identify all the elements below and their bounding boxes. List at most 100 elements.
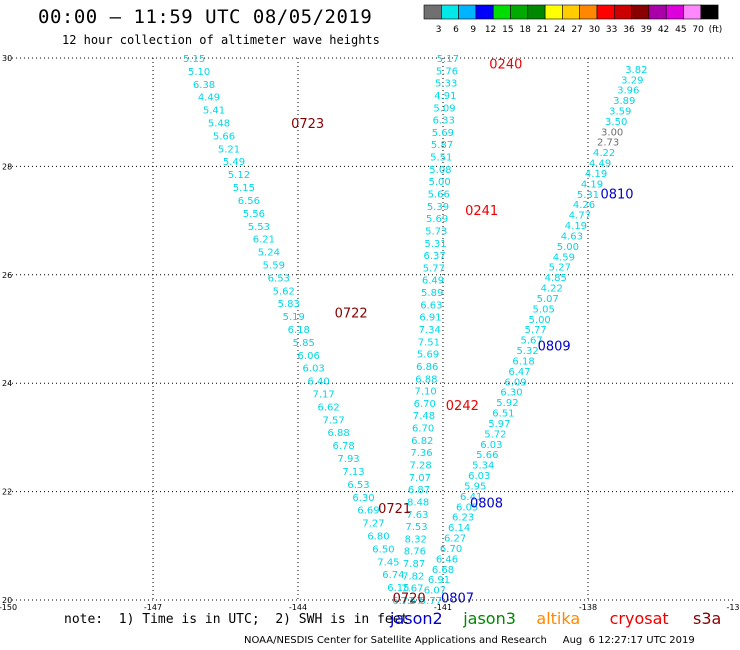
swh-value-label: 4.63 bbox=[561, 231, 583, 242]
swh-value-label: 5.51 bbox=[430, 153, 452, 164]
swh-value-label: 5.85 bbox=[293, 338, 315, 349]
swh-value-label: 7.63 bbox=[406, 510, 428, 521]
swh-value-label: 6.37 bbox=[424, 251, 446, 262]
swh-value-label: 5.87 bbox=[431, 140, 453, 151]
swh-value-label: 7.93 bbox=[337, 454, 359, 465]
colorbar-label: 39 bbox=[641, 25, 653, 34]
pass-time-label: 0722 bbox=[335, 307, 368, 322]
swh-value-label: 5.77 bbox=[525, 325, 547, 336]
swh-value-label: 7.45 bbox=[377, 557, 399, 568]
swh-value-label: 5.19 bbox=[283, 312, 305, 323]
swh-value-label: 5.41 bbox=[203, 106, 225, 117]
swh-value-label: 6.69 bbox=[357, 506, 379, 517]
swh-value-label: 6.03 bbox=[303, 364, 325, 375]
legend-s3a: s3a bbox=[693, 609, 722, 628]
x-tick-label: -141 bbox=[434, 603, 452, 612]
swh-value-label: 5.09 bbox=[433, 103, 455, 114]
swh-value-label: 5.56 bbox=[243, 209, 265, 220]
swh-value-label: 6.87 bbox=[408, 485, 430, 496]
swh-value-label: 6.62 bbox=[317, 402, 339, 413]
swh-value-label: 6.09 bbox=[504, 377, 526, 388]
swh-value-label: 5.77 bbox=[420, 596, 442, 607]
pass-time-label: 0810 bbox=[600, 188, 633, 203]
swh-value-label: 6.27 bbox=[444, 534, 466, 545]
swh-value-label: 6.50 bbox=[372, 544, 394, 555]
swh-value-label: 5.66 bbox=[213, 131, 235, 142]
swh-value-label: 3.89 bbox=[613, 96, 635, 107]
swh-value-label: 3.96 bbox=[617, 86, 639, 97]
colorbar-label: 36 bbox=[623, 25, 635, 34]
swh-value-label: 5.00 bbox=[428, 177, 450, 188]
swh-value-label: 6.91 bbox=[428, 575, 450, 586]
swh-value-label: 6.07 bbox=[424, 586, 446, 597]
swh-value-label: 5.49 bbox=[223, 157, 245, 168]
pass-time-label: 0242 bbox=[446, 399, 479, 414]
pass-time-label: 0723 bbox=[291, 117, 324, 132]
swh-value-label: 7.82 bbox=[402, 571, 424, 582]
y-tick-label: 22 bbox=[2, 488, 12, 497]
swh-value-label: 4.59 bbox=[553, 252, 575, 263]
swh-value-label: 6.05 bbox=[456, 502, 478, 513]
colorbar-label: 30 bbox=[589, 25, 601, 34]
swh-value-label: 6.46 bbox=[436, 554, 458, 565]
swh-value-label: 5.31 bbox=[577, 190, 599, 201]
swh-value-label: 3.29 bbox=[621, 75, 643, 86]
swh-value-label: 4.85 bbox=[545, 273, 567, 284]
swh-value-label: 5.15 bbox=[183, 54, 205, 65]
swh-values: 5.155.106.384.495.415.485.665.215.495.12… bbox=[183, 54, 648, 607]
y-tick-label: 30 bbox=[2, 54, 12, 63]
swh-value-label: 6.73 bbox=[392, 596, 414, 607]
swh-value-label: 6.88 bbox=[327, 428, 349, 439]
x-tick-label: -150 bbox=[0, 603, 17, 612]
swh-value-label: 6.70 bbox=[414, 399, 436, 410]
swh-value-label: 7.07 bbox=[409, 473, 431, 484]
swh-value-label: 5.92 bbox=[496, 398, 518, 409]
swh-value-label: 4.49 bbox=[589, 159, 611, 170]
swh-value-label: 5.10 bbox=[188, 67, 210, 78]
grid-lines bbox=[8, 57, 733, 601]
y-tick-label: 26 bbox=[2, 271, 12, 280]
swh-value-label: 5.12 bbox=[228, 170, 250, 181]
swh-value-label: 6.51 bbox=[492, 409, 514, 420]
swh-value-label: 7.57 bbox=[400, 596, 422, 607]
legend-jason3: jason3 bbox=[463, 609, 516, 628]
swh-value-label: 6.30 bbox=[500, 388, 522, 399]
swh-value-label: 7.17 bbox=[313, 390, 335, 401]
chart-subtitle: 12 hour collection of altimeter wave hei… bbox=[62, 33, 380, 47]
swh-value-label: 7.13 bbox=[342, 467, 364, 478]
swh-value-label: 4.22 bbox=[593, 148, 615, 159]
swh-value-label: 6.06 bbox=[298, 351, 320, 362]
colorbar-label: 27 bbox=[571, 25, 582, 34]
swh-value-label: 5.17 bbox=[437, 54, 459, 65]
swh-value-label: 4.19 bbox=[585, 169, 607, 180]
swh-value-label: 3.00 bbox=[601, 127, 623, 138]
swh-value-label: 4.26 bbox=[573, 200, 595, 211]
swh-value-label: 4.77 bbox=[569, 211, 591, 222]
pass-time-label: 0240 bbox=[489, 57, 522, 72]
swh-value-label: 3.82 bbox=[625, 65, 647, 76]
swh-value-label: 6.82 bbox=[411, 436, 433, 447]
pass-time-label: 0241 bbox=[465, 204, 498, 219]
swh-value-label: 6.47 bbox=[508, 367, 530, 378]
swh-value-label: 7.87 bbox=[403, 559, 425, 570]
x-tick-label: -13 bbox=[726, 603, 739, 612]
colorbar-label: 3 bbox=[436, 25, 442, 34]
swh-value-label: 5.53 bbox=[248, 222, 270, 233]
y-tick-label: 20 bbox=[2, 596, 12, 605]
swh-value-label: 6.41 bbox=[460, 492, 482, 503]
colorbar-label: 42 bbox=[658, 25, 669, 34]
swh-value-label: 6.86 bbox=[416, 362, 438, 373]
pass-time-label: 0721 bbox=[378, 502, 411, 517]
colorbar-label: 21 bbox=[537, 25, 548, 34]
colorbar-label: 33 bbox=[606, 25, 617, 34]
swh-value-label: 4.91 bbox=[434, 91, 456, 102]
swh-value-label: 6.18 bbox=[288, 325, 310, 336]
swh-value-label: 5.66 bbox=[476, 450, 498, 461]
swh-value-label: 6.33 bbox=[433, 116, 455, 127]
y-tick-label: 28 bbox=[2, 162, 12, 171]
pass-time-label: 0809 bbox=[538, 339, 571, 354]
colorbar-label: 45 bbox=[675, 25, 686, 34]
swh-value-label: 4.49 bbox=[198, 93, 220, 104]
swh-value-label: 5.69 bbox=[432, 128, 454, 139]
